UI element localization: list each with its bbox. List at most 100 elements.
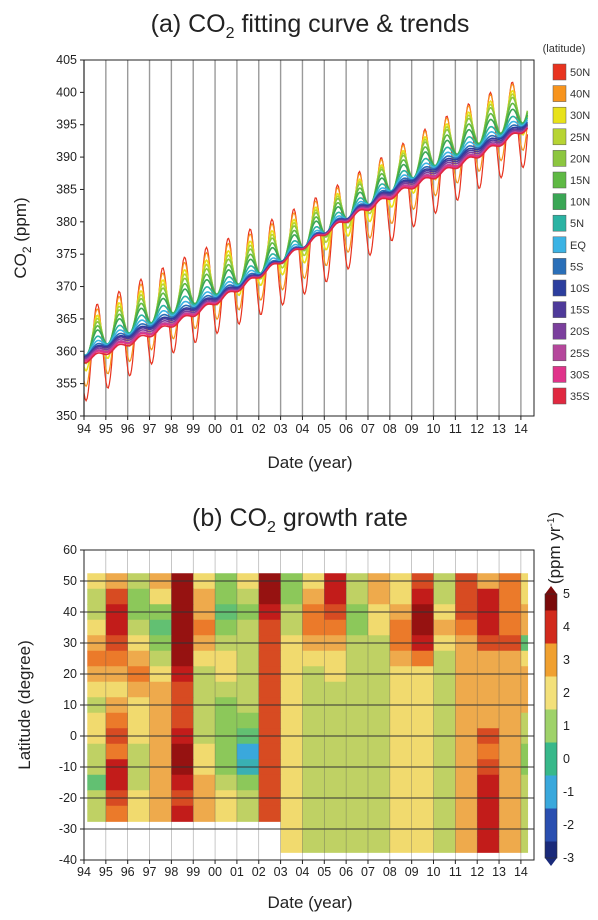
panel-b-title: (b) CO2 growth rate <box>192 504 408 536</box>
heatmap-cell <box>411 743 435 760</box>
panel-b-x-tick-label: 00 <box>208 865 222 879</box>
heatmap-cell <box>236 681 260 698</box>
heatmap-cell <box>520 681 529 698</box>
heatmap-cell <box>477 712 500 729</box>
colorbar-tick-label: -1 <box>563 785 574 799</box>
colorbar-segment <box>545 775 557 809</box>
panel-a-y-tick-label: 380 <box>56 215 77 229</box>
heatmap-cell <box>389 805 413 822</box>
panel-b-x-tick-label: 14 <box>514 865 528 879</box>
heatmap-cell <box>367 619 391 636</box>
heatmap-cell <box>520 805 529 822</box>
colorbar-segment <box>545 676 557 710</box>
heatmap-cell <box>171 650 194 667</box>
legend-label-20N: 20N <box>570 153 590 165</box>
heatmap-cell <box>433 650 456 667</box>
heatmap-cell <box>280 650 304 667</box>
heatmap-cell <box>149 805 172 822</box>
colorbar: 5 4 3 2 1 0 -1 -2 -3 <box>544 586 574 866</box>
panel-b-x-tick-label: 02 <box>252 865 266 879</box>
colorbar-segment <box>545 709 557 743</box>
panel-a-x-label: Date (year) <box>267 453 352 472</box>
legend-label-15N: 15N <box>570 175 590 187</box>
heatmap-cell <box>520 743 529 760</box>
heatmap-cell <box>389 712 413 729</box>
legend-label-15S: 15S <box>570 305 590 317</box>
panel-b-y-ticks: -40 -30 -20 -10 0 10 20 30 40 50 60 <box>59 543 84 867</box>
heatmap-cell <box>236 774 260 791</box>
heatmap-cell <box>127 650 151 667</box>
heatmap-cell <box>215 774 238 791</box>
heatmap-cell <box>87 774 107 791</box>
heatmap-cell <box>324 836 347 853</box>
colorbar-segment <box>545 643 557 677</box>
panel-a-x-tick-label: 01 <box>230 422 244 436</box>
series-line-35S <box>84 127 529 364</box>
panel-b-x-tick-label: 97 <box>143 865 157 879</box>
heatmap-cell <box>215 681 238 698</box>
legend-label-20S: 20S <box>570 326 590 338</box>
panel-a-y-tick-label: 375 <box>56 247 77 261</box>
heatmap-cell <box>324 619 347 636</box>
heatmap-cell <box>411 681 435 698</box>
legend-title: (latitude) <box>543 43 586 55</box>
heatmap-cell <box>105 650 129 667</box>
heatmap-cell <box>87 619 107 636</box>
panel-b-x-tick-label: 99 <box>186 865 200 879</box>
heatmap-cell <box>499 650 522 667</box>
heatmap-cell <box>258 650 282 667</box>
heatmap-cell <box>367 712 391 729</box>
heatmap-cell <box>499 681 522 698</box>
heatmap-cell <box>367 805 391 822</box>
heatmap-cell <box>411 774 435 791</box>
heatmap-cell <box>346 681 369 698</box>
panel-a-y-tick-label: 370 <box>56 280 77 294</box>
panel-a-grid <box>83 60 522 416</box>
panel-a-x-tick-label: 06 <box>339 422 353 436</box>
heatmap-cell <box>324 588 347 605</box>
heatmap-cell <box>499 774 522 791</box>
panel-b-y-tick-label: 20 <box>63 667 77 681</box>
heatmap-cell <box>302 619 325 636</box>
panel-b-x-tick-label: 10 <box>427 865 441 879</box>
panel-a-y-tick-label: 395 <box>56 118 77 132</box>
heatmap-cell <box>149 650 172 667</box>
heatmap-cell <box>236 805 260 822</box>
colorbar-bottom-arrow <box>545 858 557 866</box>
heatmap-cell <box>455 805 478 822</box>
legend-swatch-25S <box>552 344 567 362</box>
colorbar-segment <box>545 808 557 842</box>
legend-swatch-40N <box>552 85 567 102</box>
panel-b-x-tick-label: 12 <box>470 865 484 879</box>
heatmap-cell <box>280 712 304 729</box>
colorbar-tick-label: 3 <box>563 653 570 667</box>
heatmap-cell <box>193 619 216 636</box>
heatmap-cell <box>171 619 194 636</box>
legend-label-5S: 5S <box>570 261 583 273</box>
colorbar-tick-label: 2 <box>563 686 570 700</box>
legend-swatch-15N <box>552 171 567 189</box>
colorbar-frame <box>544 593 558 859</box>
panel-a-y-tick-label: 365 <box>56 312 77 326</box>
legend-swatch-30S <box>552 366 567 383</box>
heatmap-cell <box>411 650 435 667</box>
heatmap-cell <box>171 588 194 605</box>
panel-a-y-tick-label: 355 <box>56 377 77 391</box>
heatmap-cell <box>302 588 325 605</box>
legend-label-30N: 30N <box>570 110 590 122</box>
legend-swatch-25N <box>552 128 567 146</box>
colorbar-tick-label: 0 <box>563 752 570 766</box>
heatmap-cell <box>367 588 391 605</box>
legend-swatch-20N <box>552 150 567 167</box>
panel-a-x-tick-label: 97 <box>143 422 157 436</box>
panel-b-y-tick-label: 40 <box>63 605 77 619</box>
panel-b-grid <box>83 550 534 860</box>
heatmap-cell <box>477 650 500 667</box>
heatmap-cell <box>455 712 478 729</box>
heatmap-cell <box>477 588 500 605</box>
panel-a-x-tick-label: 05 <box>317 422 331 436</box>
panel-b-x-tick-label: 05 <box>317 865 331 879</box>
heatmap-cell <box>520 712 529 729</box>
heatmap-cell <box>367 650 391 667</box>
heatmap-cell <box>389 588 413 605</box>
